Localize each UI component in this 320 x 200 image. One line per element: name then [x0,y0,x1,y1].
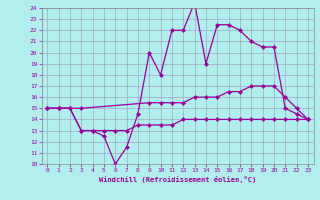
X-axis label: Windchill (Refroidissement éolien,°C): Windchill (Refroidissement éolien,°C) [99,176,256,183]
